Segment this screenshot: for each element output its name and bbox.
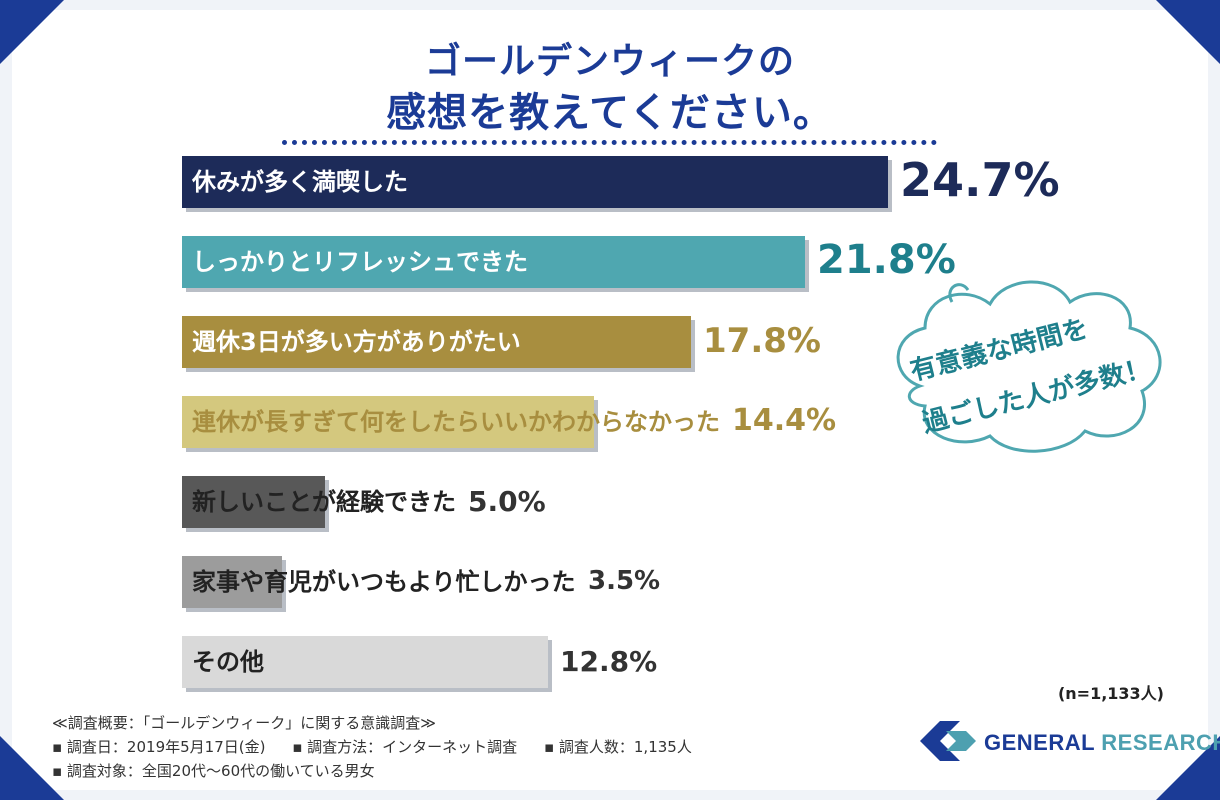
footer-details: ▪ 調査日：2019年5月17日(金) ▪ 調査方法：インターネット調査 ▪ 調… [52,736,714,757]
value-label-6: 3.5% [588,566,660,596]
bar-label-3: 週休3日が多い方がありがたい [192,316,521,368]
footer-target: ▪ 調査対象：全国20代〜60代の働いている男女 [52,760,375,781]
footer-date: ▪ 調査日：2019年5月17日(金) [52,738,265,756]
value-label-3: 17.8% [703,321,821,361]
value-label-7: 12.8% [560,645,657,678]
value-label-5: 5.0% [468,485,546,518]
bar-label-2: しっかりとリフレッシュできた [192,236,528,288]
bar-label-6: 家事や育児がいつもより忙しかった [192,556,576,608]
title-dotted-divider [282,140,937,145]
chart-title-line2: 感想を教えてください。 [0,80,1220,138]
bar-label-5: 新しいことが経験できた [192,476,456,528]
logo-word-general: GENERAL [984,730,1095,755]
bar-label-1: 休みが多く満喫した [192,156,408,208]
logo-text: GENERAL RESEARCH [984,730,1220,756]
bar-label-7: その他 [192,636,264,688]
chart-title-line1: ゴールデンウィークの [0,32,1220,84]
footer-overview: ≪調査概要：「ゴールデンウィーク」に関する意識調査≫ [52,712,436,733]
logo-word-research: RESEARCH [1101,730,1220,755]
footer-method: ▪ 調査方法：インターネット調査 [292,738,517,756]
value-label-4: 14.4% [732,403,836,438]
footer-count: ▪ 調査人数：1,135人 [544,738,692,756]
value-label-1: 24.7% [900,153,1060,207]
bar-label-4: 連休が長すぎて何をしたらいいかわからなかった [192,396,720,448]
sample-size-note: (n=1,133人) [1058,680,1164,704]
